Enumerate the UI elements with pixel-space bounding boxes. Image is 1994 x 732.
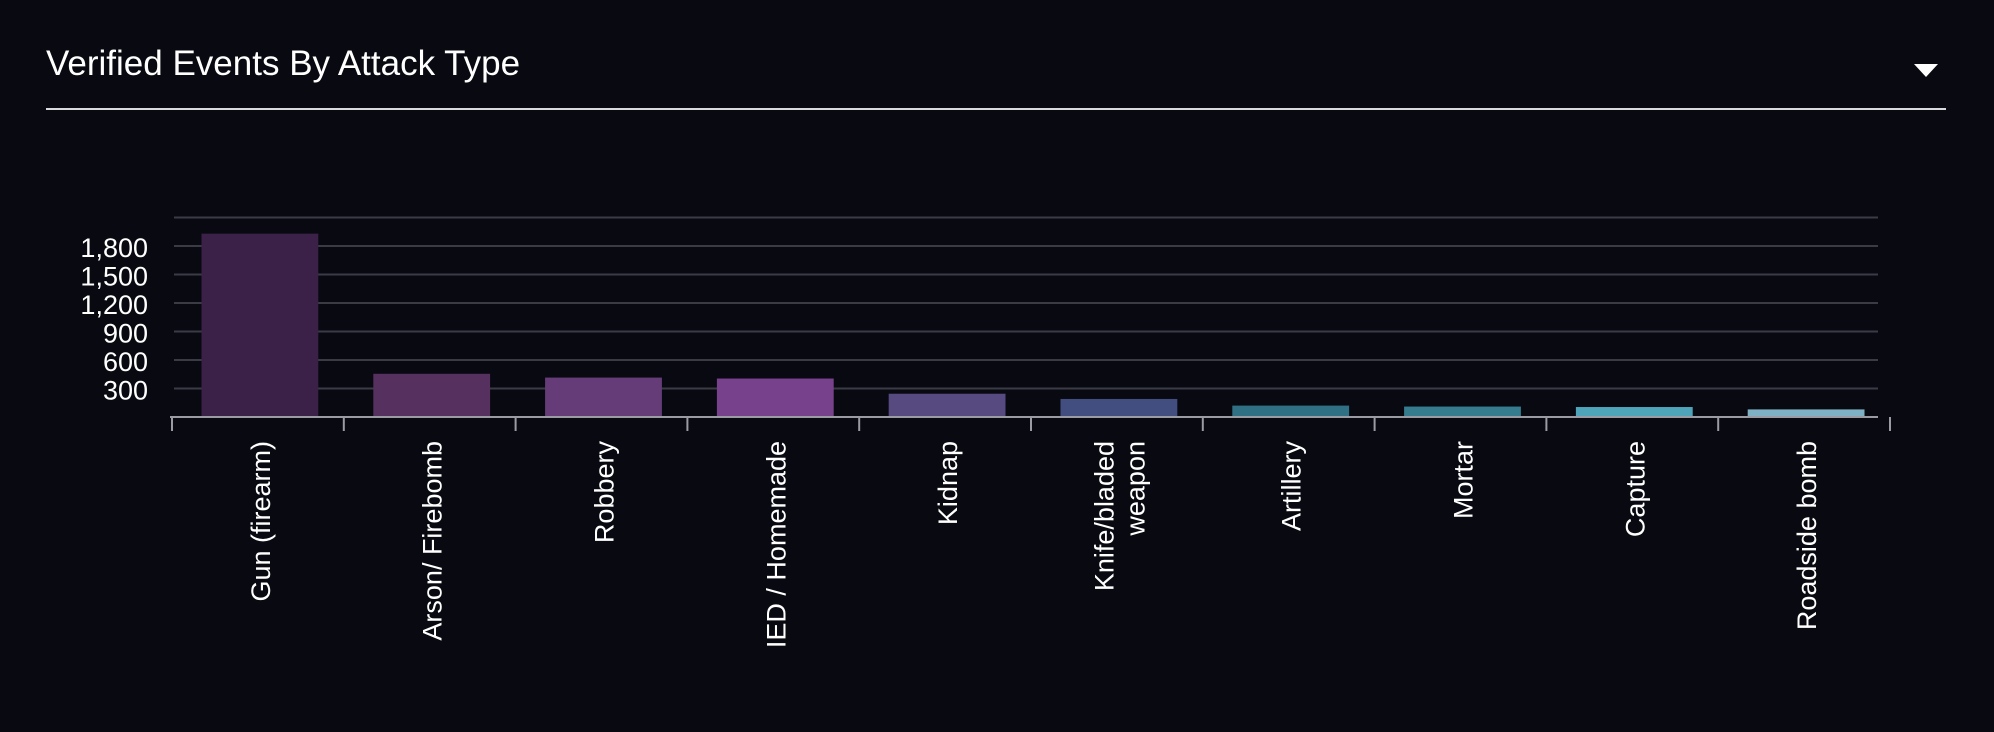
x-tick-label-line: Kidnap — [933, 441, 963, 525]
y-tick-label: 1,800 — [80, 233, 148, 263]
x-tick-label-line: IED / Homemade — [761, 441, 791, 648]
bar[interactable] — [1404, 407, 1521, 417]
bar[interactable] — [717, 379, 834, 417]
x-tick-label: Arson/ Firebomb — [418, 441, 448, 641]
y-tick-label: 900 — [103, 319, 148, 349]
y-tick-label: 1,500 — [80, 262, 148, 292]
grid-lines — [174, 218, 1878, 389]
bar[interactable] — [1748, 409, 1865, 417]
x-axis-labels: Gun (firearm) Arson/ Firebomb Robbery IED /… — [246, 441, 1822, 649]
bar[interactable] — [1576, 407, 1693, 417]
bar[interactable] — [201, 234, 318, 417]
bar[interactable] — [1060, 399, 1177, 417]
x-axis — [170, 417, 1890, 431]
x-tick-label: Roadside bomb — [1792, 441, 1822, 630]
x-tick-label: Robbery — [590, 441, 620, 544]
x-tick-label-line: weapon — [1120, 441, 1150, 537]
y-tick-label: 1,200 — [80, 290, 148, 320]
x-tick-label-line: Gun (firearm) — [246, 441, 276, 602]
x-tick-label: Capture — [1620, 441, 1650, 537]
x-tick-label-line: Artillery — [1277, 441, 1307, 532]
x-tick-label-line: Knife/bladed — [1089, 441, 1119, 591]
x-tick-label: Mortar — [1449, 441, 1479, 519]
bar[interactable] — [373, 374, 490, 417]
x-tick-label-line: Capture — [1620, 441, 1650, 537]
x-tick-label: IED / Homemade — [761, 441, 791, 648]
bar[interactable] — [889, 394, 1006, 417]
x-tick-label-line: Arson/ Firebomb — [418, 441, 448, 641]
y-tick-label: 600 — [103, 347, 148, 377]
x-tick-label: Kidnap — [933, 441, 963, 525]
x-tick-label: Artillery — [1277, 441, 1307, 532]
x-tick-label: Knife/bladed weapon — [1089, 441, 1150, 591]
x-tick-label-line: Robbery — [590, 441, 620, 544]
x-tick-label-line: Mortar — [1449, 441, 1479, 519]
x-tick-label-line: Roadside bomb — [1792, 441, 1822, 630]
bar[interactable] — [1232, 406, 1349, 417]
y-tick-label: 300 — [103, 376, 148, 406]
bar[interactable] — [545, 378, 662, 417]
x-tick-label: Gun (firearm) — [246, 441, 276, 602]
